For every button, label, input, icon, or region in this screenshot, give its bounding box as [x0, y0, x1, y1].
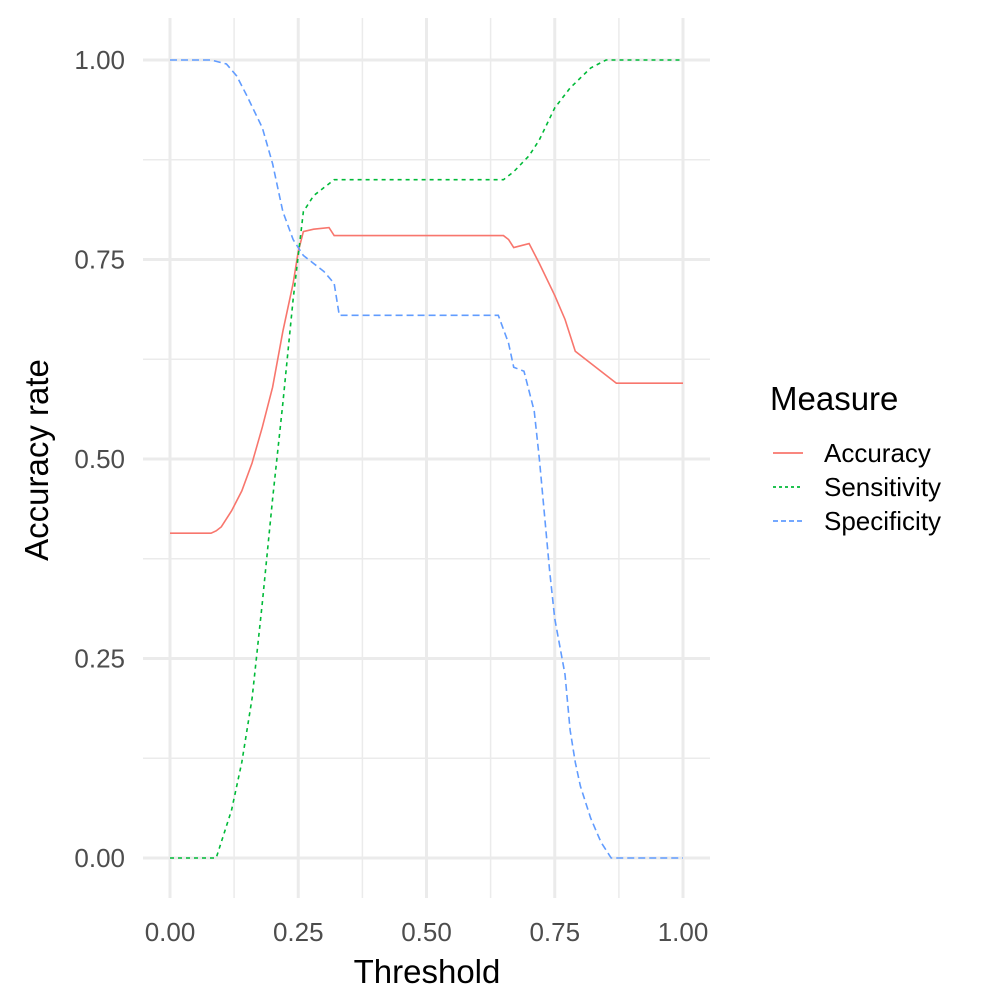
y-tick-label: 0.00	[74, 843, 125, 873]
legend-label-accuracy: Accuracy	[824, 438, 931, 468]
y-tick-label: 1.00	[74, 45, 125, 75]
x-tick-label: 0.75	[529, 917, 580, 947]
series-lines	[170, 59, 683, 859]
series-line-sensitivity	[170, 59, 683, 859]
grid	[143, 18, 710, 898]
legend-label-sensitivity: Sensitivity	[824, 472, 941, 502]
legend-label-specificity: Specificity	[824, 506, 941, 536]
x-axis-title: Threshold	[354, 953, 501, 990]
legend: Measure Accuracy Sensitivity Specificity	[770, 380, 941, 536]
series-line-accuracy	[170, 226, 683, 535]
legend-title: Measure	[770, 380, 898, 417]
x-axis-ticks: 0.00 0.25 0.50 0.75 1.00	[145, 917, 709, 947]
y-axis-ticks: 0.00 0.25 0.50 0.75 1.00	[74, 45, 125, 873]
y-tick-label: 0.50	[74, 444, 125, 474]
y-tick-label: 0.25	[74, 644, 125, 674]
x-tick-label: 1.00	[658, 917, 709, 947]
y-axis-title: Accuracy rate	[18, 359, 55, 561]
x-tick-label: 0.50	[401, 917, 452, 947]
series-line-specificity	[170, 59, 683, 859]
x-tick-label: 0.25	[273, 917, 324, 947]
legend-entries: Accuracy Sensitivity Specificity	[773, 438, 941, 536]
x-tick-label: 0.00	[145, 917, 196, 947]
y-tick-label: 0.75	[74, 245, 125, 275]
